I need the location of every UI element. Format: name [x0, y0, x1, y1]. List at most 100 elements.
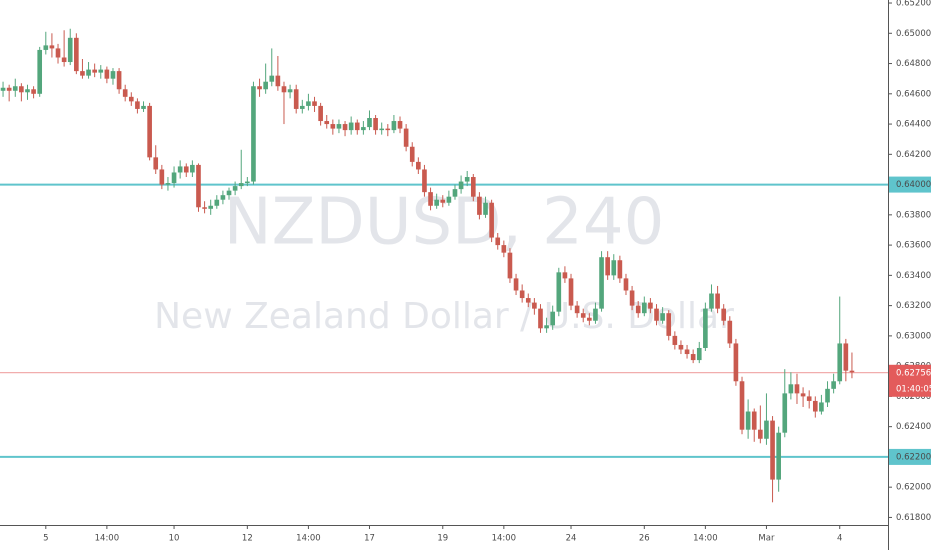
candle-body: [660, 313, 665, 321]
candle-body: [12, 86, 18, 91]
candle-body: [611, 260, 617, 276]
candle-body: [208, 205, 214, 209]
candle-body: [92, 69, 97, 73]
x-tick-label: 14:00: [296, 534, 321, 544]
candle-body: [147, 105, 152, 158]
y-tick-label: 0.62600: [896, 392, 931, 402]
candle-body: [379, 128, 385, 131]
candle-body: [825, 388, 830, 403]
candle-body: [403, 128, 409, 147]
candle-body: [727, 320, 733, 344]
candle-body: [470, 177, 476, 197]
candle-body: [758, 429, 763, 439]
candle-body: [135, 101, 140, 109]
candle-body: [703, 308, 708, 348]
candle-body: [49, 45, 55, 49]
candle-body: [110, 71, 116, 79]
candle-body: [819, 402, 824, 412]
candle-body: [458, 181, 464, 190]
candle-body: [489, 202, 494, 238]
candle-body: [831, 381, 836, 389]
candle-body: [0, 87, 6, 91]
candle-body: [806, 396, 812, 401]
candle-body: [635, 305, 641, 314]
candle-body: [684, 349, 690, 355]
candle-body: [574, 305, 580, 314]
candle-body: [263, 81, 268, 90]
candle-body: [690, 354, 696, 361]
candle-body: [220, 195, 226, 200]
candle-body: [721, 308, 727, 321]
x-tick-label: 14:00: [693, 534, 718, 544]
y-tick-label: 0.62000: [896, 483, 931, 493]
x-tick-label: 24: [566, 534, 577, 544]
candle-body: [312, 101, 317, 106]
y-tick-label: 0.63400: [896, 271, 931, 281]
candle-body: [434, 199, 439, 206]
candle-body: [269, 75, 275, 82]
candle-body: [55, 48, 61, 58]
candle-body: [245, 181, 250, 184]
candle-body: [293, 89, 299, 109]
y-tick-label: 0.64200: [896, 150, 931, 160]
candle-body: [770, 420, 775, 480]
candle-body: [513, 278, 519, 291]
candle-body: [342, 124, 348, 131]
candle-body: [672, 335, 678, 345]
candle-body: [153, 157, 159, 170]
candle-body: [257, 86, 262, 90]
candle-body: [464, 177, 470, 182]
candle-body: [61, 57, 67, 63]
candle-body: [745, 411, 751, 430]
candle-body: [324, 121, 330, 125]
candle-body: [678, 344, 684, 350]
candle-body: [299, 105, 305, 109]
level-label-box: [889, 176, 931, 193]
y-tick-label: 0.64800: [896, 59, 931, 69]
watermark-symbol: NZDUSD, 240: [224, 186, 665, 260]
candle-body: [330, 124, 336, 129]
candle-body: [373, 118, 378, 131]
candle-body: [116, 71, 122, 90]
candle-body: [507, 252, 513, 279]
candle-body: [281, 86, 287, 93]
candle-body: [318, 105, 323, 122]
candle-body: [287, 89, 293, 93]
last-price-label: 0.62756: [896, 368, 931, 378]
candle-body: [568, 278, 574, 306]
candle-body: [788, 384, 794, 394]
y-tick-label: 0.64400: [896, 120, 931, 130]
candle-body: [715, 293, 720, 309]
candle-body: [128, 96, 134, 102]
candle-body: [348, 122, 354, 131]
candle-body: [550, 311, 556, 326]
candle-body: [525, 298, 531, 303]
last-price-box: [889, 364, 931, 397]
candle-body: [556, 272, 562, 312]
y-tick-label: 0.63200: [896, 301, 931, 311]
candle-body: [391, 121, 397, 131]
candle-body: [501, 245, 507, 253]
candle-body: [397, 121, 403, 129]
candle-body: [422, 169, 427, 193]
candle-body: [86, 69, 91, 76]
y-tick-label: 0.63800: [896, 210, 931, 220]
candle-body: [367, 118, 372, 128]
candle-body: [232, 186, 238, 191]
candle-body: [580, 313, 586, 318]
candle-body: [37, 49, 43, 94]
candle-body: [19, 86, 24, 93]
candle-body: [80, 71, 85, 76]
candle-body: [452, 189, 458, 197]
candle-body: [794, 384, 800, 394]
candle-body: [196, 164, 201, 208]
candle-body: [587, 317, 592, 321]
candle-body: [122, 89, 128, 97]
x-tick-label: 14:00: [95, 534, 120, 544]
candle-body: [629, 290, 635, 306]
candle-body: [171, 172, 177, 184]
x-tick-label: 4: [837, 534, 842, 544]
candle-body: [562, 272, 568, 279]
candle-body: [416, 161, 421, 170]
